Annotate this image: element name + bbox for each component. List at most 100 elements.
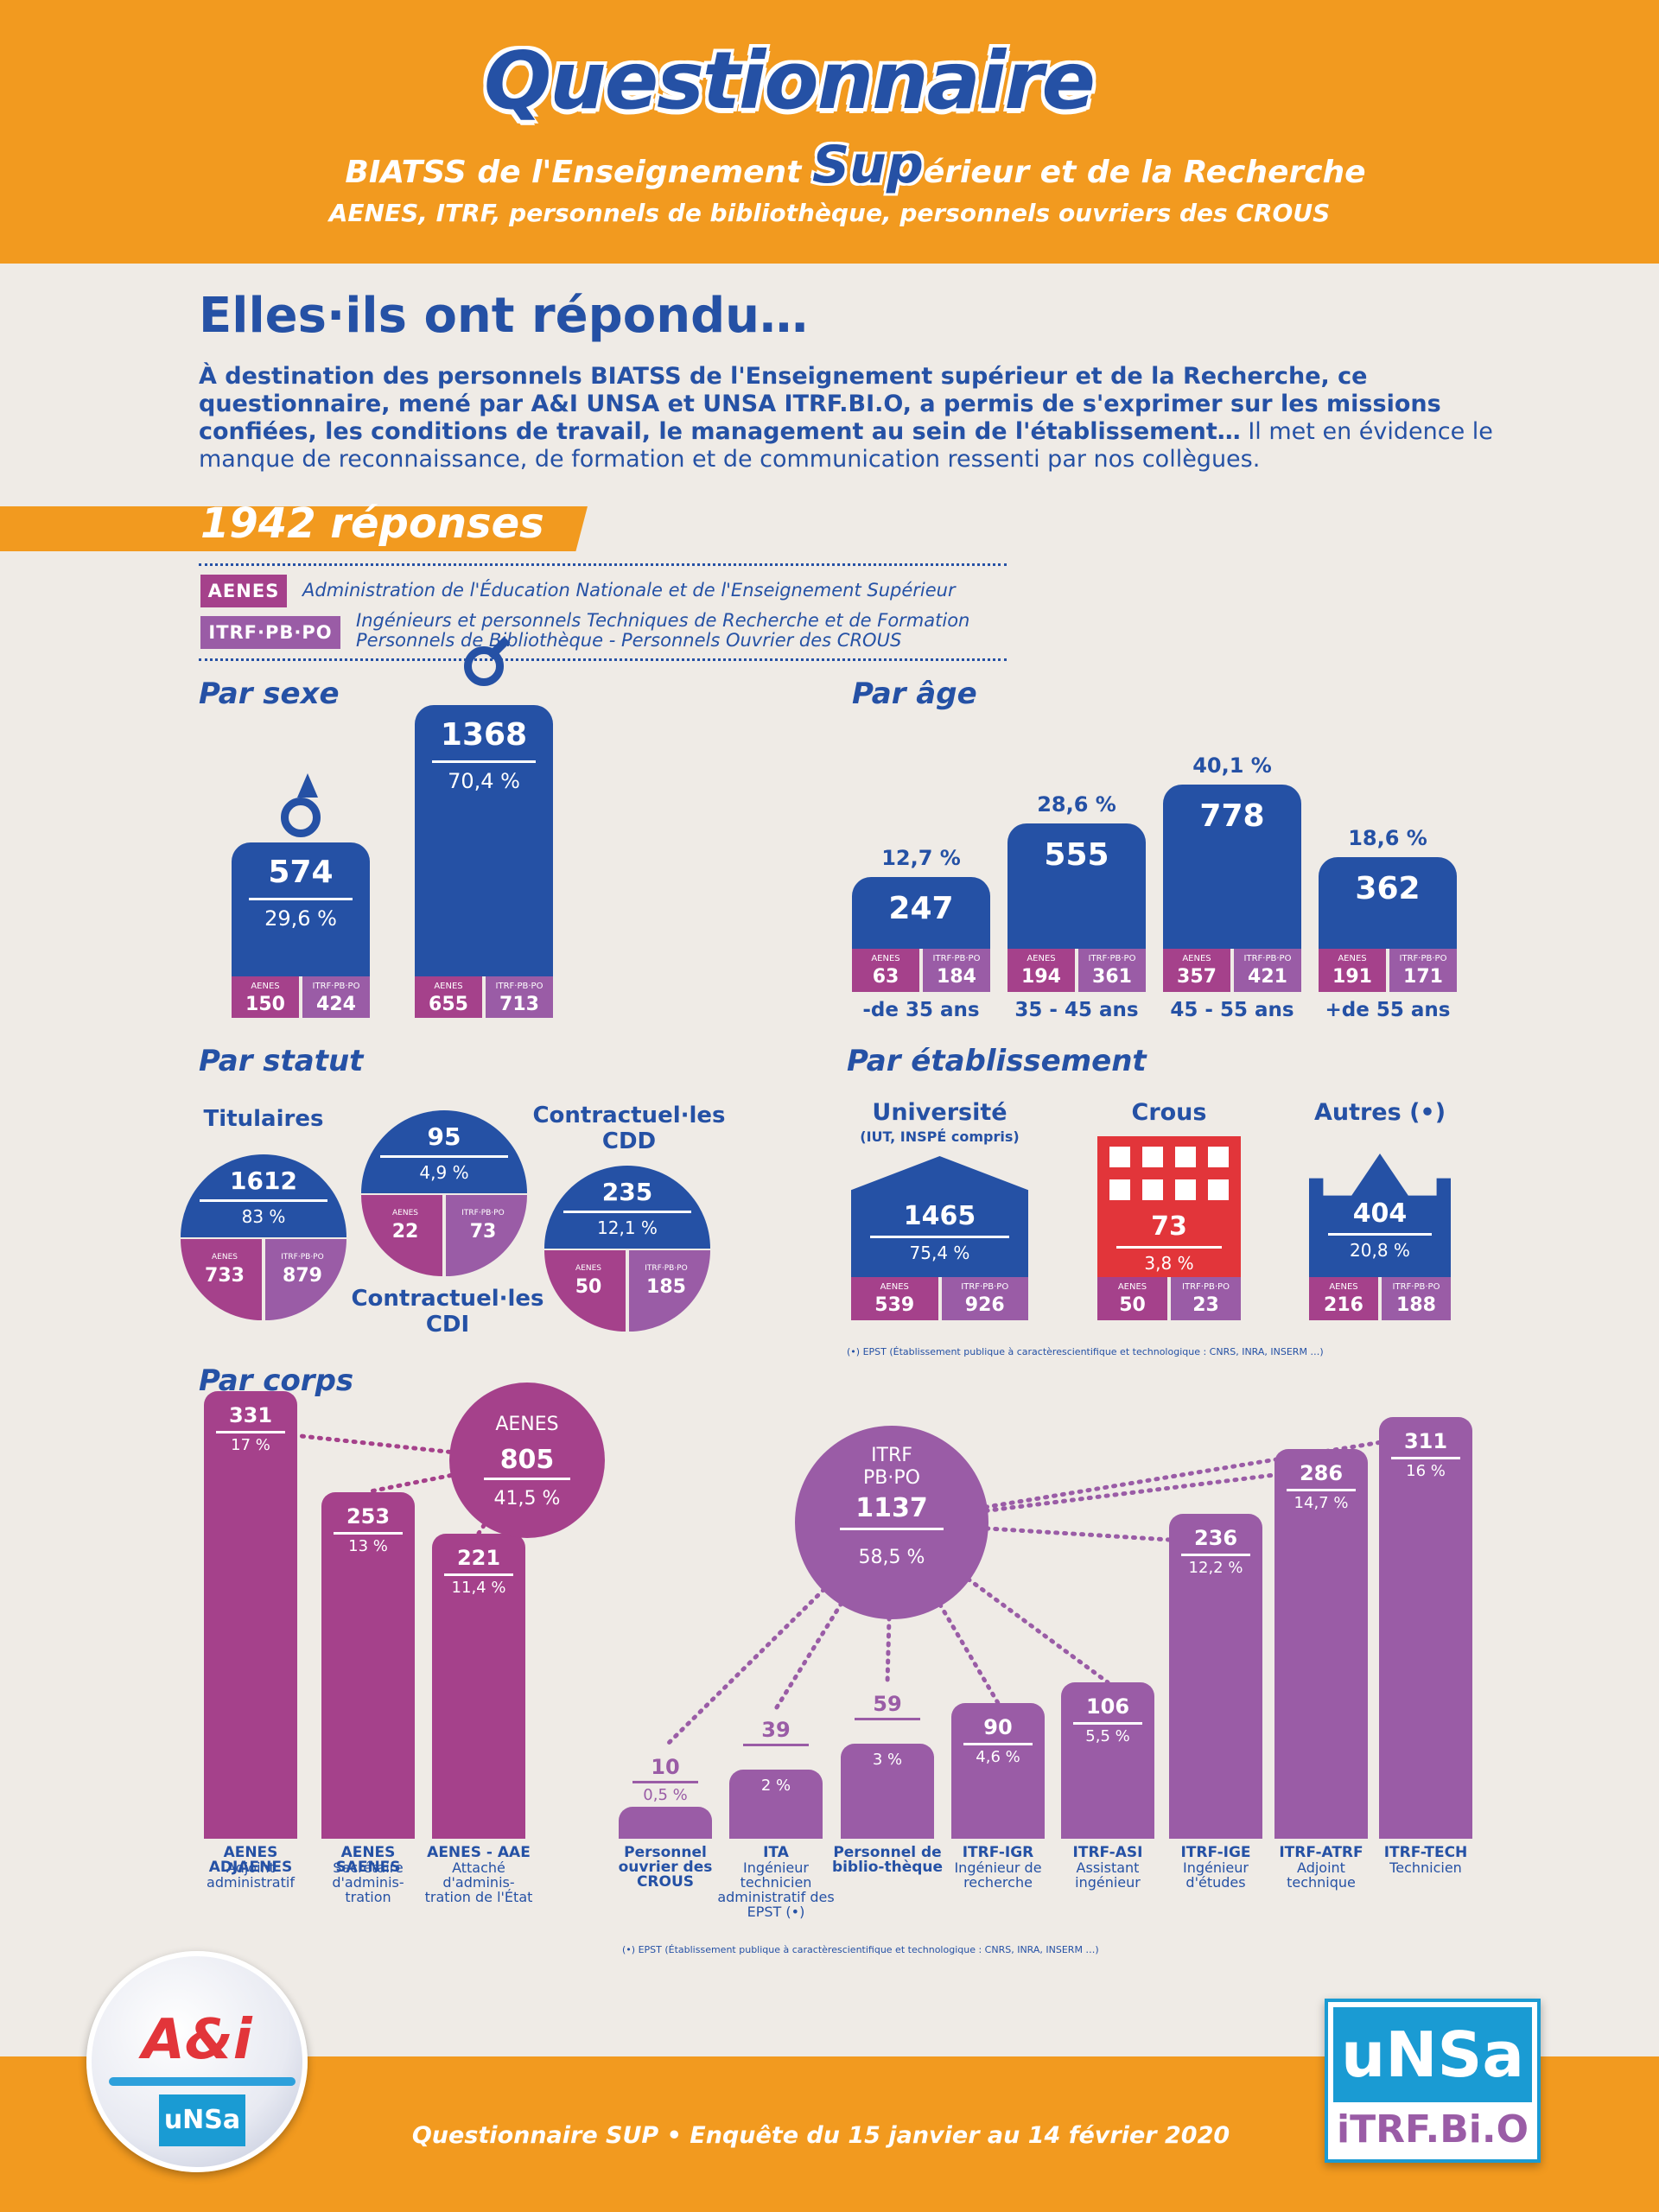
corps-value-2: 221 (456, 1545, 501, 1570)
logo-ai-stripe (109, 2077, 296, 2086)
statut-aenes-value-0: 733 (205, 1265, 245, 1287)
legend-itrf-text-1: Ingénieurs et personnels Techniques de R… (356, 610, 970, 631)
corps-percent-10: 16 % (1406, 1461, 1446, 1480)
header-subtitle-sup: Sup (811, 135, 924, 195)
sexe-1-itrf-value: 713 (499, 994, 539, 1015)
corps-value-7: 106 (1085, 1694, 1130, 1719)
corps-percent-4: 2 % (760, 1776, 791, 1795)
corps-percent-5: 3 % (872, 1750, 903, 1769)
header-subtitle-left: BIATSS de l'Enseignement (345, 155, 802, 190)
etab-category-1: Crous (1131, 1099, 1207, 1126)
statut-itrf-value-2: 185 (646, 1276, 686, 1298)
header-subtitle: BIATSS de l'Enseignement Supérieur et de… (276, 135, 1434, 195)
intro-bold: À destination des personnels BIATSS de l… (199, 363, 1441, 445)
total-label: 1942 réponses (200, 499, 544, 548)
age-0-aenes-value: 63 (872, 966, 899, 988)
age-category-2: 45 - 55 ans (1170, 999, 1294, 1021)
corps-group-value-aenes: 805 (499, 1445, 555, 1475)
crous-window (1142, 1147, 1163, 1167)
age-bar-2 (1163, 785, 1301, 949)
statut-percent-2: 12,1 % (597, 1217, 658, 1238)
statut-aenes-label-2: AENES (575, 1264, 601, 1273)
corps-code-2: AENES - AAE (427, 1844, 531, 1861)
crous-window (1109, 1147, 1130, 1167)
age-3-aenes-cell (1319, 949, 1386, 992)
corps-desc-4: Ingénieur technicien administratif des E… (717, 1859, 835, 1920)
etab-1-itrf-label: ITRF·PB·PO (1182, 1282, 1230, 1292)
crous-window (1142, 1179, 1163, 1200)
corps-desc-0: Adjoint administratif (207, 1859, 295, 1891)
section-title-sexe: Par sexe (199, 677, 340, 711)
statut-itrf-label-2: ITRF·PB·PO (645, 1264, 688, 1273)
age-3-itrf-cell (1389, 949, 1457, 992)
corps-group-circle-itrf (795, 1426, 988, 1619)
corps-code-5: Personnel de biblio-thèque (831, 1844, 944, 1876)
corps-desc-1: Secrétaire d'adminis-tration (332, 1859, 404, 1905)
corps-line-7 (1073, 1722, 1142, 1725)
etab-line-0 (870, 1236, 1009, 1238)
corps-group-name-aenes: AENES (495, 1414, 559, 1435)
etab-0-itrf-cell (941, 1277, 1028, 1320)
sexe-1-aenes-label: AENES (434, 982, 463, 991)
corps-percent-7: 5,5 % (1085, 1727, 1130, 1745)
etab-percent-1: 3,8 % (1144, 1253, 1194, 1274)
corps-bar-2 (432, 1533, 525, 1839)
corps-desc-8: Ingénieur d'études (1182, 1859, 1249, 1891)
statut-value-0: 1612 (230, 1166, 297, 1195)
age-1-itrf-cell (1078, 949, 1146, 992)
corps-bar-7 (1061, 1682, 1154, 1839)
age-bar-0 (852, 876, 990, 949)
corps-percent-8: 12,2 % (1188, 1559, 1243, 1577)
etab-1-itrf-cell (1171, 1277, 1241, 1320)
sexe-bar-1 (415, 705, 553, 976)
header-subtitle-2: AENES, ITRF, personnels de bibliothèque,… (328, 199, 1331, 227)
age-3-aenes-value: 191 (1332, 966, 1372, 988)
age-2-itrf-label: ITRF·PB·PO (1243, 954, 1292, 963)
corps-value-5: 59 (873, 1691, 902, 1716)
corps-code-10: ITRF-TECH (1383, 1844, 1468, 1861)
crous-window (1175, 1147, 1196, 1167)
corps-line-8 (1181, 1554, 1250, 1556)
statut-aenes-label-0: AENES (212, 1253, 238, 1262)
age-3-itrf-label: ITRF·PB·PO (1399, 954, 1447, 963)
corps-group-percent-aenes: 41,5 % (493, 1488, 561, 1510)
corps-group-name-itrf-2: PB·PO (863, 1467, 920, 1489)
etab-0-aenes-cell (851, 1277, 938, 1320)
etab-value-0: 1465 (903, 1201, 976, 1231)
etab-2-aenes-label: AENES (1329, 1282, 1358, 1292)
legend-divider-top (199, 563, 1007, 566)
corps-line-9 (1287, 1489, 1356, 1491)
age-2-itrf-value: 421 (1248, 966, 1287, 988)
age-2-aenes-cell (1163, 949, 1230, 992)
etab-percent-0: 75,4 % (909, 1243, 970, 1263)
crous-window (1208, 1147, 1229, 1167)
footer-text: Questionnaire SUP • Enquête du 15 janvie… (411, 2122, 1230, 2149)
etab-percent-2: 20,8 % (1350, 1240, 1410, 1261)
corps-value-1: 253 (346, 1503, 391, 1529)
section-title-etablissement: Par établissement (847, 1044, 1147, 1078)
age-percent-label-0: 12,7 % (881, 845, 961, 870)
age-1-aenes-value: 194 (1021, 966, 1061, 988)
corps-bar-9 (1274, 1449, 1368, 1839)
etab-1-itrf-value: 23 (1192, 1294, 1219, 1316)
age-1-aenes-label: AENES (1027, 954, 1056, 963)
corps-code-3: Personnel ouvrier des CROUS (618, 1844, 713, 1891)
sexe-bar-0 (232, 842, 370, 976)
sexe-0-aenes-value: 150 (245, 994, 285, 1015)
etab-1-aenes-cell (1097, 1277, 1167, 1320)
etab-2-aenes-cell (1309, 1277, 1378, 1320)
etab-0-itrf-value: 926 (964, 1294, 1005, 1316)
corps-value-6: 90 (983, 1715, 1013, 1739)
crous-window (1109, 1179, 1130, 1200)
age-1-itrf-label: ITRF·PB·PO (1088, 954, 1136, 963)
corps-group-line-itrf (840, 1528, 944, 1530)
etab-category-2: Autres (•) (1313, 1099, 1446, 1126)
logo-ai-unsa: uNSa (159, 2094, 245, 2146)
sexe-line-0 (249, 898, 353, 901)
sexe-value-0: 574 (268, 855, 334, 891)
corps-value-3: 10 (651, 1755, 680, 1779)
sexe-1-aenes-value: 655 (429, 994, 468, 1015)
corps-footnote: (•) EPST (Établissement publique à carac… (622, 1944, 1099, 1955)
logo-ai-text: A&i (142, 2008, 252, 2072)
corps-code-1: AENES SAENES (335, 1844, 401, 1876)
